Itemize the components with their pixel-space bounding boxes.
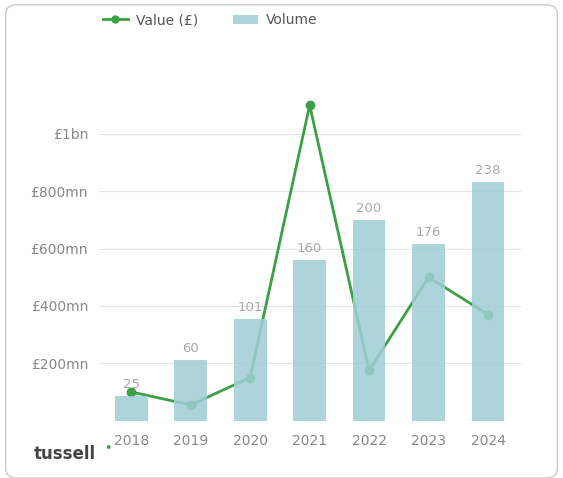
Bar: [234, 319, 266, 421]
Bar: [412, 244, 445, 421]
Bar: [353, 220, 386, 421]
Bar: [293, 260, 326, 421]
Text: 238: 238: [475, 164, 501, 177]
Text: 160: 160: [297, 242, 322, 255]
Text: 60: 60: [182, 342, 199, 356]
Text: 176: 176: [416, 226, 441, 239]
FancyBboxPatch shape: [6, 5, 557, 478]
Legend: Value (£), Volume: Value (£), Volume: [97, 8, 323, 33]
Text: tussell: tussell: [34, 445, 96, 463]
Bar: [472, 182, 504, 421]
Text: •: •: [104, 442, 111, 455]
Bar: [115, 396, 148, 421]
Text: 101: 101: [238, 301, 263, 314]
Text: 200: 200: [356, 202, 382, 215]
Bar: [175, 360, 207, 421]
Text: 25: 25: [123, 378, 140, 391]
